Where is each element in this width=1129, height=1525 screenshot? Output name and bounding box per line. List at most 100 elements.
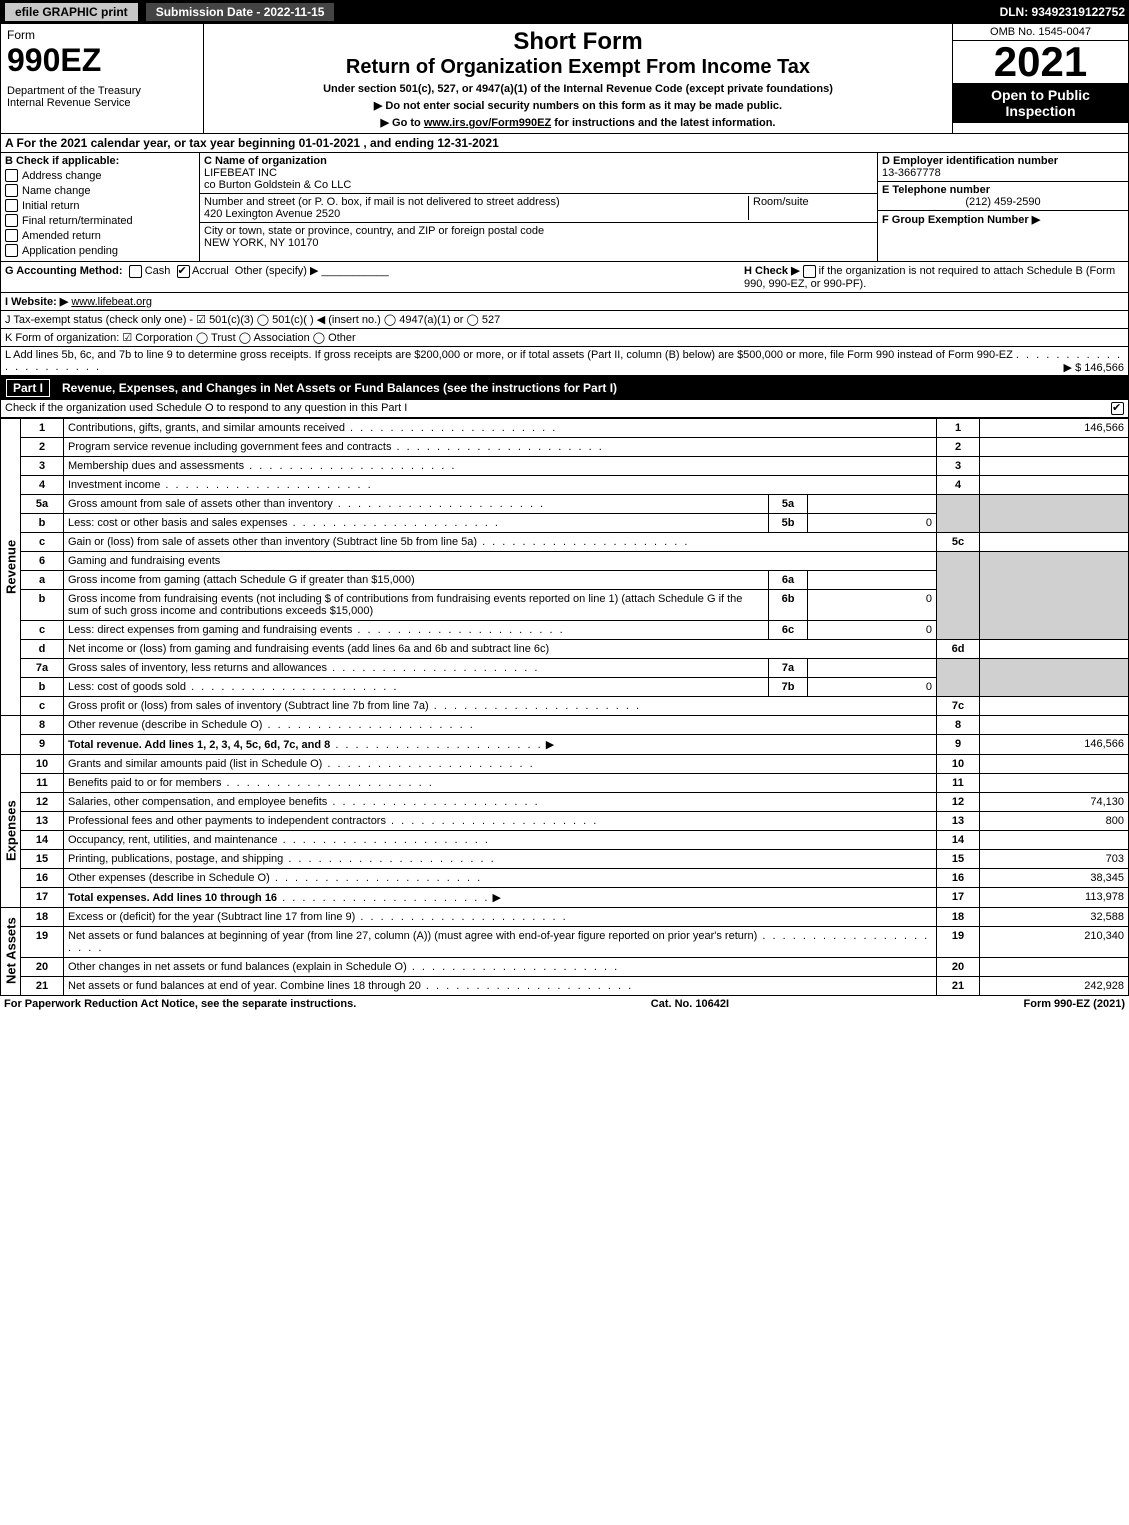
r4-lnum: 4 xyxy=(937,475,980,494)
org-co: co Burton Goldstein & Co LLC xyxy=(204,179,873,191)
r8-num: 8 xyxy=(21,715,64,734)
r17-num: 17 xyxy=(21,887,64,907)
r7b-il: 7b xyxy=(769,677,808,696)
chk-final-return[interactable] xyxy=(5,214,18,227)
r9-desc: Total revenue. Add lines 1, 2, 3, 4, 5c,… xyxy=(68,739,330,751)
r2-lnum: 2 xyxy=(937,437,980,456)
col-b: B Check if applicable: Address change Na… xyxy=(1,153,200,261)
r12-num: 12 xyxy=(21,792,64,811)
subtitle: Under section 501(c), 527, or 4947(a)(1)… xyxy=(214,83,942,95)
r21-lnum: 21 xyxy=(937,976,980,995)
part1-title: Revenue, Expenses, and Changes in Net As… xyxy=(62,381,617,395)
r14-amt xyxy=(980,830,1129,849)
r13-amt: 800 xyxy=(980,811,1129,830)
r2-desc: Program service revenue including govern… xyxy=(68,441,391,453)
r5a-desc: Gross amount from sale of assets other t… xyxy=(68,498,333,510)
r12-amt: 74,130 xyxy=(980,792,1129,811)
r19-lnum: 19 xyxy=(937,926,980,957)
r5b-ia: 0 xyxy=(808,513,937,532)
r19-amt: 210,340 xyxy=(980,926,1129,957)
line-i: I Website: ▶ www.lifebeat.org xyxy=(0,293,1129,311)
r20-num: 20 xyxy=(21,957,64,976)
col-c: C Name of organization LIFEBEAT INC co B… xyxy=(200,153,877,261)
chk-address-change[interactable] xyxy=(5,169,18,182)
r6c-ia: 0 xyxy=(808,620,937,639)
c-label: C Name of organization xyxy=(204,155,873,167)
irs-link[interactable]: www.irs.gov/Form990EZ xyxy=(424,117,551,129)
r21-desc: Net assets or fund balances at end of ye… xyxy=(68,980,421,992)
r16-amt: 38,345 xyxy=(980,868,1129,887)
r15-amt: 703 xyxy=(980,849,1129,868)
chk-schedule-o[interactable] xyxy=(1111,402,1124,415)
lbl-other: Other (specify) ▶ xyxy=(235,265,319,277)
lbl-initial-return: Initial return xyxy=(22,200,79,212)
r6b-desc: Gross income from fundraising events (no… xyxy=(64,589,769,620)
chk-application-pending[interactable] xyxy=(5,244,18,257)
r7b-desc: Less: cost of goods sold xyxy=(68,681,186,693)
chk-accrual[interactable] xyxy=(177,265,190,278)
submission-date: Submission Date - 2022-11-15 xyxy=(145,2,336,22)
r3-amt xyxy=(980,456,1129,475)
line-j: J Tax-exempt status (check only one) - ☑… xyxy=(0,311,1129,329)
chk-name-change[interactable] xyxy=(5,184,18,197)
r17-desc: Total expenses. Add lines 10 through 16 xyxy=(68,892,277,904)
part1-checknote: Check if the organization used Schedule … xyxy=(0,400,1129,418)
r15-num: 15 xyxy=(21,849,64,868)
r15-desc: Printing, publications, postage, and shi… xyxy=(68,853,283,865)
section-bcdef: B Check if applicable: Address change Na… xyxy=(0,153,1129,262)
city-label: City or town, state or province, country… xyxy=(204,225,873,237)
r7c-lnum: 7c xyxy=(937,696,980,715)
f-label: F Group Exemption Number ▶ xyxy=(882,213,1124,226)
r1-amt: 146,566 xyxy=(980,418,1129,437)
r7c-amt xyxy=(980,696,1129,715)
r19-desc: Net assets or fund balances at beginning… xyxy=(68,930,757,942)
r10-desc: Grants and similar amounts paid (list in… xyxy=(68,758,322,770)
r6c-il: 6c xyxy=(769,620,808,639)
vlabel-expenses: Expenses xyxy=(1,754,21,907)
lbl-final-return: Final return/terminated xyxy=(22,215,133,227)
top-bar: efile GRAPHIC print Submission Date - 20… xyxy=(0,0,1129,24)
i-label: I Website: ▶ xyxy=(5,296,68,308)
r6d-num: d xyxy=(21,639,64,658)
form-word: Form xyxy=(7,28,197,42)
r6a-ia xyxy=(808,570,937,589)
r9-lnum: 9 xyxy=(937,734,980,754)
r15-lnum: 15 xyxy=(937,849,980,868)
r7c-desc: Gross profit or (loss) from sales of inv… xyxy=(68,700,429,712)
col-def: D Employer identification number 13-3667… xyxy=(877,153,1128,261)
dln: DLN: 93492319122752 xyxy=(1000,5,1125,19)
room-label: Room/suite xyxy=(749,196,873,220)
r14-lnum: 14 xyxy=(937,830,980,849)
chk-amended-return[interactable] xyxy=(5,229,18,242)
r6-num: 6 xyxy=(21,551,64,570)
r16-desc: Other expenses (describe in Schedule O) xyxy=(68,872,270,884)
r12-desc: Salaries, other compensation, and employ… xyxy=(68,796,327,808)
r14-num: 14 xyxy=(21,830,64,849)
form-number: 990EZ xyxy=(7,42,197,79)
r11-num: 11 xyxy=(21,773,64,792)
r6d-amt xyxy=(980,639,1129,658)
line-g-h: G Accounting Method: Cash Accrual Other … xyxy=(0,262,1129,293)
r11-amt xyxy=(980,773,1129,792)
part1-checknote-text: Check if the organization used Schedule … xyxy=(5,402,407,415)
r18-desc: Excess or (deficit) for the year (Subtra… xyxy=(68,911,355,923)
chk-cash[interactable] xyxy=(129,265,142,278)
chk-initial-return[interactable] xyxy=(5,199,18,212)
r6a-num: a xyxy=(21,570,64,589)
r13-lnum: 13 xyxy=(937,811,980,830)
chk-h[interactable] xyxy=(803,265,816,278)
department: Department of the Treasury Internal Reve… xyxy=(7,85,197,109)
website-link[interactable]: www.lifebeat.org xyxy=(71,296,152,308)
r5b-il: 5b xyxy=(769,513,808,532)
r16-lnum: 16 xyxy=(937,868,980,887)
r10-lnum: 10 xyxy=(937,754,980,773)
r6-desc: Gaming and fundraising events xyxy=(64,551,937,570)
efile-print-button[interactable]: efile GRAPHIC print xyxy=(4,2,139,22)
r17-amt: 113,978 xyxy=(980,887,1129,907)
r12-lnum: 12 xyxy=(937,792,980,811)
phone-value: (212) 459-2590 xyxy=(882,196,1124,208)
r6c-desc: Less: direct expenses from gaming and fu… xyxy=(68,624,352,636)
lbl-address-change: Address change xyxy=(22,170,102,182)
r2-num: 2 xyxy=(21,437,64,456)
r7b-ia: 0 xyxy=(808,677,937,696)
